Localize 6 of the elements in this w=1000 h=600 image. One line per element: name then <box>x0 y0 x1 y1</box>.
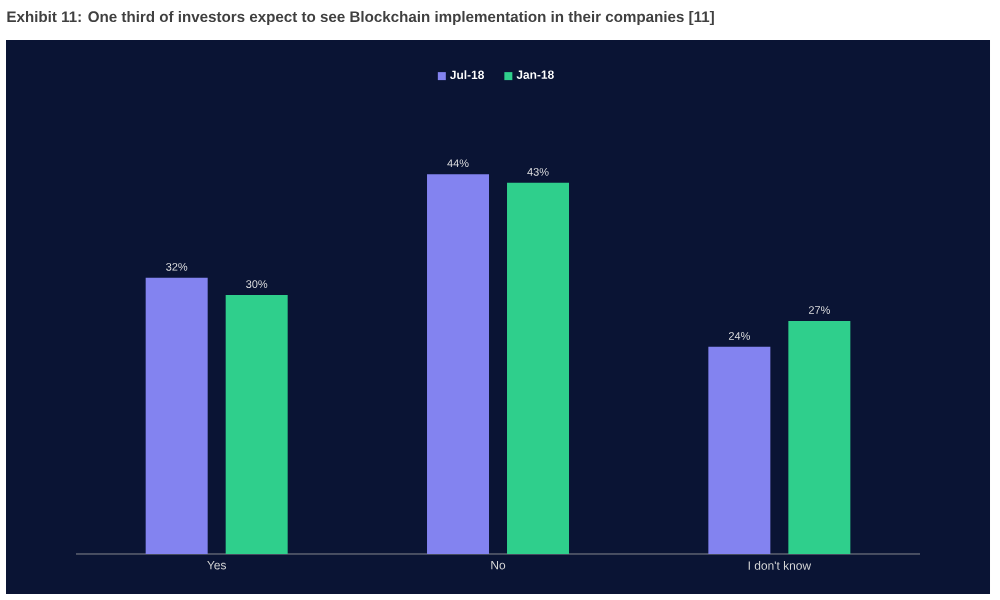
bar <box>145 277 208 554</box>
bar <box>225 295 288 554</box>
bar <box>788 320 851 554</box>
bar <box>507 182 570 554</box>
bar <box>708 346 771 554</box>
bar <box>427 174 490 554</box>
